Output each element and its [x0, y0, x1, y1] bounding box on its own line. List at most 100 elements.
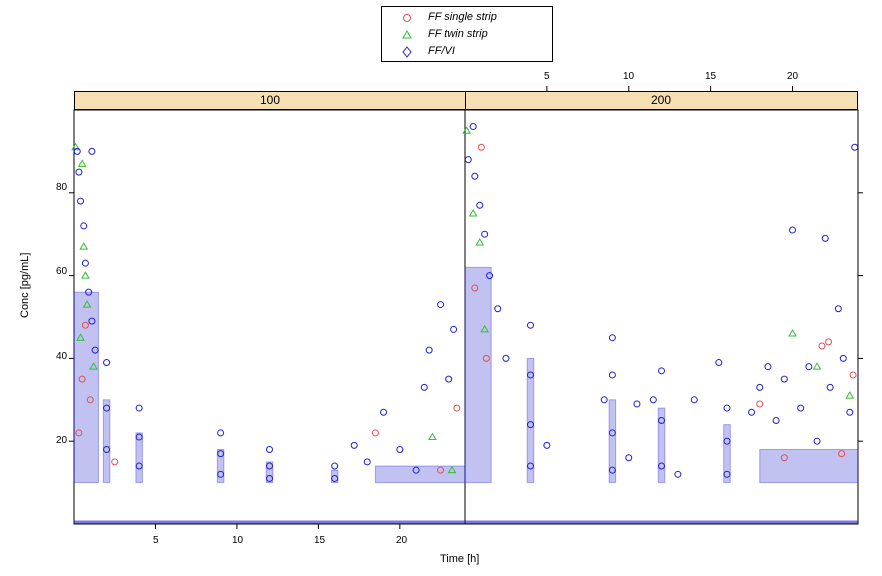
data-point-ff-vi	[380, 408, 388, 416]
data-point-ff-vi	[425, 346, 433, 354]
data-point-ff-vi	[88, 147, 96, 155]
data-point-ff-vi	[658, 367, 665, 375]
data-point-ff-single-strip	[477, 143, 485, 151]
data-point-ff-single-strip	[75, 429, 83, 437]
data-point-ff-vi	[649, 396, 657, 404]
data-point-ff-vi	[723, 404, 731, 412]
dense-point-band	[330, 469, 339, 484]
x-tick-label: 15	[705, 71, 717, 82]
data-point-ff-single-strip	[482, 354, 490, 362]
data-point-ff-vi	[608, 371, 616, 379]
legend: FF single strip FF twin strip FF/VI	[381, 6, 553, 62]
data-point-ff-vi	[502, 354, 510, 362]
data-point-ff-vi	[80, 222, 88, 230]
data-point-ff-vi	[266, 462, 273, 470]
data-points	[71, 123, 859, 482]
data-point-ff-vi	[476, 201, 484, 209]
x-tick-label: 15	[314, 535, 326, 546]
data-point-ff-vi	[486, 272, 494, 280]
dense-point-band	[464, 266, 492, 484]
data-point-ff-vi	[839, 354, 847, 362]
data-point-ff-vi	[527, 421, 534, 429]
data-point-ff-single-strip	[78, 375, 86, 383]
data-point-ff-vi	[217, 429, 225, 437]
dense-point-bands	[73, 266, 859, 524]
data-point-ff-vi	[412, 466, 420, 474]
dense-point-band	[657, 407, 666, 484]
data-point-ff-vi	[103, 404, 111, 412]
data-point-ff-vi	[608, 466, 616, 474]
data-point-ff-vi	[764, 363, 772, 371]
data-point-ff-twin-strip	[468, 209, 478, 217]
data-point-ff-vi	[723, 470, 731, 478]
data-point-ff-vi	[756, 383, 764, 391]
dense-point-band	[216, 448, 225, 484]
y-tick-label: 80	[56, 182, 68, 193]
data-point-ff-vi	[625, 454, 633, 462]
data-point-ff-vi	[75, 168, 83, 176]
data-point-ff-vi	[780, 375, 788, 383]
dense-point-band	[102, 399, 111, 484]
data-point-ff-vi	[608, 334, 616, 342]
data-point-ff-vi	[363, 458, 371, 466]
data-point-ff-vi	[91, 346, 99, 354]
data-point-ff-vi	[350, 441, 358, 449]
x-tick-label: 10	[232, 535, 244, 546]
legend-label: FF twin strip	[428, 28, 488, 40]
data-point-ff-vi	[217, 450, 225, 458]
data-point-ff-vi	[674, 470, 682, 478]
data-point-ff-vi	[748, 408, 756, 416]
data-point-ff-vi	[85, 288, 93, 296]
data-point-ff-vi	[135, 404, 143, 412]
data-point-ff-twin-strip	[82, 300, 92, 308]
data-point-ff-vi	[464, 156, 472, 164]
x-tick-label: 20	[396, 535, 408, 546]
data-point-ff-vi	[690, 396, 698, 404]
data-point-ff-single-strip	[453, 404, 461, 412]
data-point-ff-single-strip	[818, 342, 826, 350]
data-point-ff-single-strip	[111, 458, 119, 466]
data-point-ff-twin-strip	[462, 126, 472, 134]
data-point-ff-vi	[450, 325, 458, 333]
data-point-ff-twin-strip	[77, 159, 87, 167]
legend-label: FF single strip	[428, 11, 497, 23]
dense-point-band	[608, 399, 617, 484]
data-point-ff-vi	[846, 408, 854, 416]
data-point-ff-twin-strip	[845, 391, 855, 399]
y-tick-label: 40	[56, 351, 68, 362]
data-point-ff-vi	[527, 321, 534, 329]
plot-frame	[73, 109, 859, 525]
dense-point-band	[135, 432, 143, 484]
data-point-ff-single-strip	[81, 321, 89, 329]
data-point-ff-twin-strip	[81, 271, 90, 279]
data-point-ff-vi	[135, 462, 143, 470]
dense-point-band	[723, 424, 731, 484]
data-point-ff-vi	[834, 305, 842, 313]
data-point-ff-twin-strip	[812, 362, 822, 370]
data-point-ff-twin-strip	[788, 329, 797, 337]
data-point-ff-twin-strip	[480, 324, 490, 333]
panel-strip-label: 100	[259, 93, 281, 107]
data-point-ff-vi	[494, 305, 502, 313]
data-point-ff-vi	[600, 396, 608, 404]
data-point-ff-twin-strip	[447, 465, 457, 474]
y-tick-label: 60	[56, 266, 68, 277]
dense-point-band	[73, 291, 99, 484]
data-point-ff-single-strip	[86, 396, 94, 404]
data-point-ff-vi	[608, 429, 616, 437]
data-point-ff-vi	[813, 437, 821, 445]
data-point-ff-vi	[789, 226, 796, 234]
legend-item-ff-vi: FF/VI	[382, 44, 552, 61]
legend-item-ff-twin-strip: FF twin strip	[382, 27, 552, 44]
dense-point-band	[759, 448, 859, 484]
data-point-ff-vi	[851, 143, 859, 151]
data-point-ff-vi	[331, 462, 339, 470]
data-point-ff-vi	[543, 441, 551, 449]
data-point-ff-twin-strip	[428, 432, 437, 441]
x-tick-label: 10	[623, 71, 635, 82]
data-point-ff-vi	[797, 404, 805, 412]
data-point-ff-vi	[481, 230, 489, 238]
data-point-ff-twin-strip	[475, 237, 485, 246]
data-point-ff-vi	[527, 462, 534, 470]
data-point-ff-vi	[266, 445, 273, 453]
